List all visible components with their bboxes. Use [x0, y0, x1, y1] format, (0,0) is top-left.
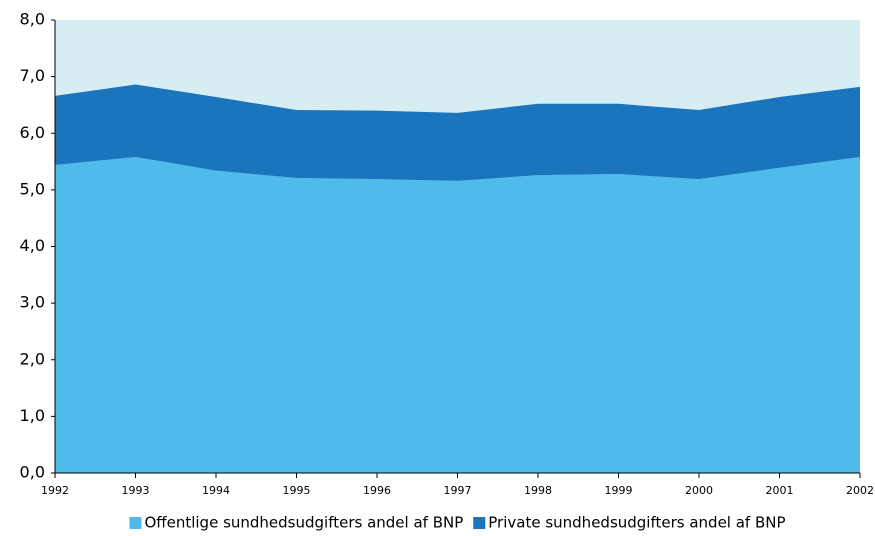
legend-swatch [473, 517, 486, 529]
legend: Offentlige sundhedsudgifters andel af BN… [129, 514, 786, 532]
y-tick-label: 3,0 [20, 293, 45, 312]
x-tick-label: 1999 [605, 484, 633, 497]
x-tick-label: 2000 [685, 484, 713, 497]
y-tick-label: 1,0 [20, 406, 45, 425]
y-tick-label: 6,0 [20, 123, 45, 142]
x-tick-label: 1997 [444, 484, 472, 497]
y-tick-label: 4,0 [20, 236, 45, 255]
y-tick-label: 7,0 [20, 66, 45, 85]
y-tick-label: 0,0 [20, 463, 45, 482]
legend-label: Private sundhedsudgifters andel af BNP [488, 514, 785, 532]
y-tick-label: 8,0 [20, 10, 45, 29]
area [55, 157, 860, 473]
area [55, 84, 860, 181]
x-tick-label: 1994 [202, 484, 230, 497]
legend-label: Offentlige sundhedsudgifters andel af BN… [144, 514, 463, 532]
y-tick-label: 5,0 [20, 179, 45, 198]
legend-swatch [129, 517, 142, 529]
x-tick-label: 2002 [846, 484, 874, 497]
x-tick-label: 1993 [122, 484, 150, 497]
y-tick-label: 2,0 [20, 349, 45, 368]
x-tick-label: 2001 [766, 484, 794, 497]
x-tick-label: 1998 [524, 484, 552, 497]
x-tick-label: 1996 [363, 484, 391, 497]
x-tick-label: 1995 [283, 484, 311, 497]
x-tick-label: 1992 [41, 484, 69, 497]
